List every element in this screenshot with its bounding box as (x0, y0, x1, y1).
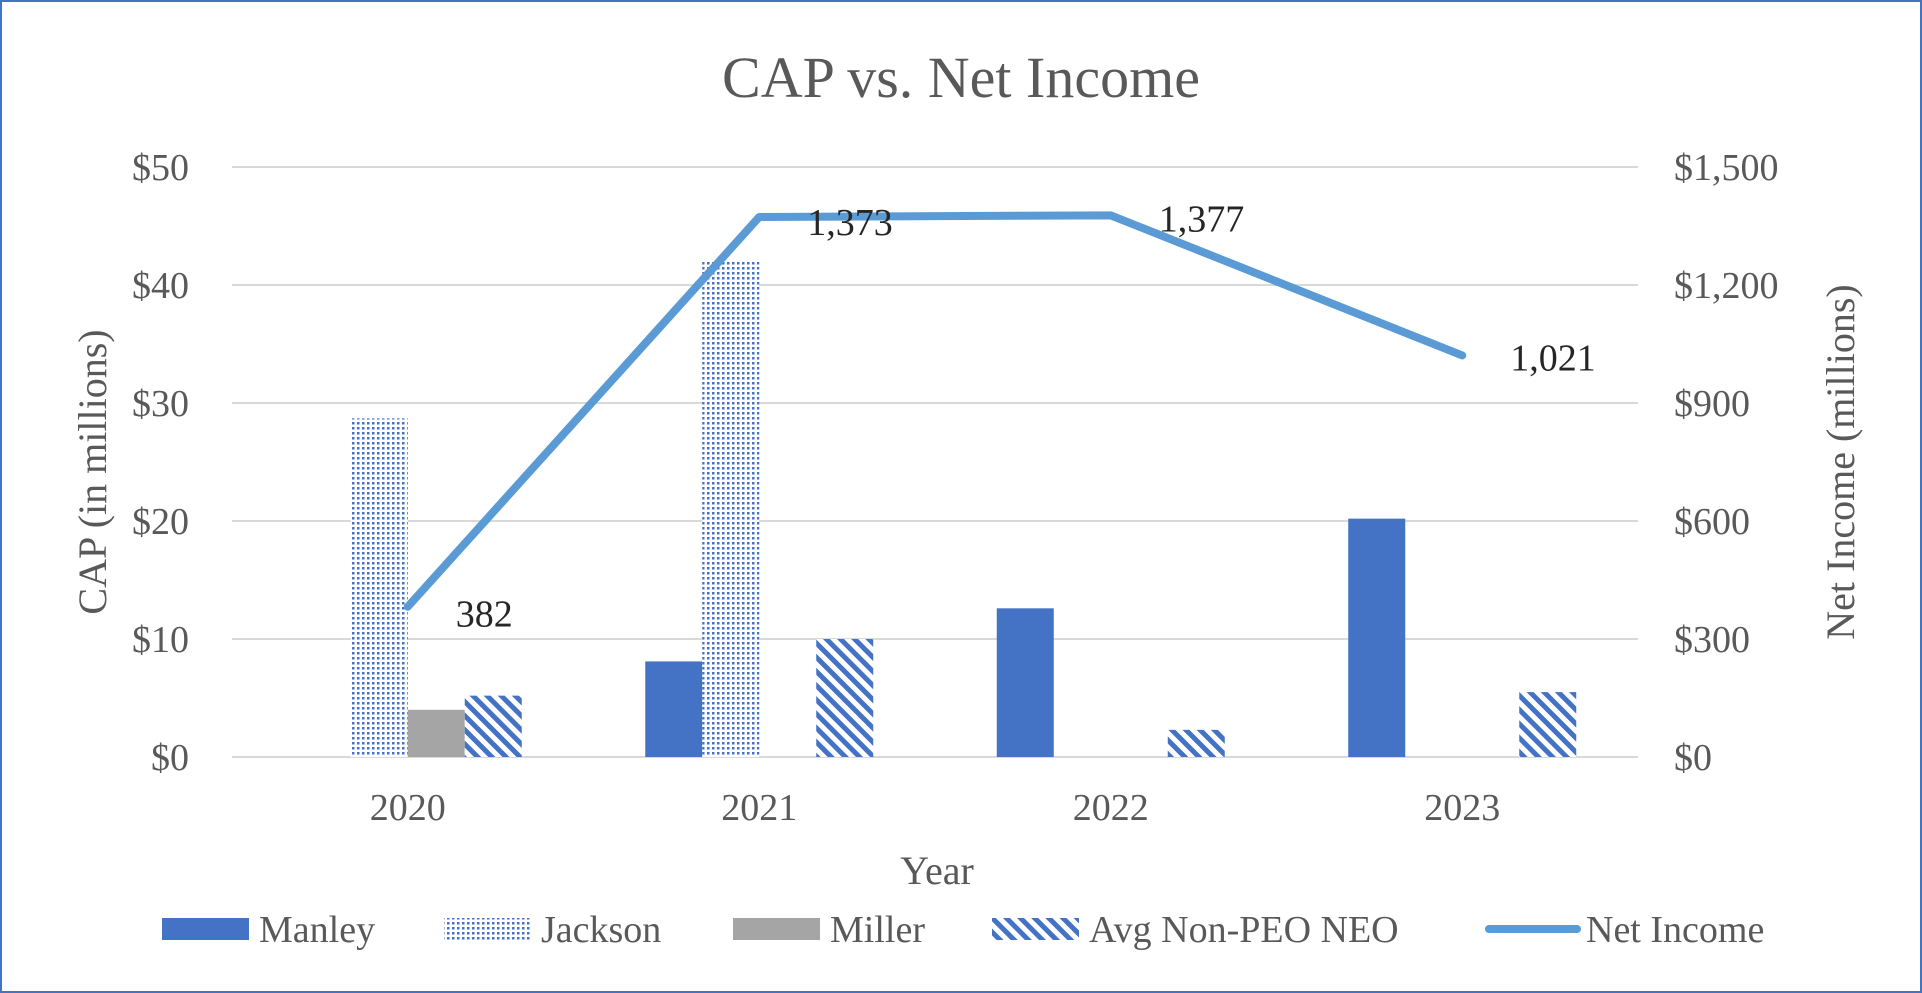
y-tick-label: $20 (132, 501, 189, 543)
net-income-point (758, 215, 761, 218)
y2-tick-label: $0 (1674, 737, 1712, 779)
net-income-data-label: 1,021 (1510, 337, 1596, 379)
x-tick-label: 2022 (1073, 787, 1149, 829)
y-tick-label: $40 (132, 265, 189, 307)
net-income-point (1109, 214, 1112, 217)
bar-jackson-2020 (350, 418, 408, 757)
y2-tick-label: $900 (1674, 383, 1750, 425)
legend-swatch-miller (733, 918, 820, 940)
legend: Manley Jackson Miller Avg Non-PEO NEO Net In… (162, 909, 1764, 951)
y-axis-title: CAP (in millions) (70, 329, 115, 614)
gridlines (232, 166, 1638, 758)
y2-axis-title: Net Income (millions) (1818, 284, 1863, 639)
y2-tick-label: $1,200 (1674, 265, 1779, 307)
legend-label-net-income: Net Income (1586, 909, 1764, 951)
bar-manley-2023 (1348, 518, 1406, 757)
net-income-point (406, 605, 409, 608)
y-tick-label: $10 (132, 619, 189, 661)
x-tick-label: 2021 (721, 787, 797, 829)
y-tick-label: $0 (151, 737, 189, 779)
bars (350, 261, 1577, 757)
legend-swatch-jackson (444, 918, 531, 940)
legend-swatch-manley (162, 918, 249, 940)
legend-label-miller: Miller (830, 909, 925, 951)
net-income-data-label: 1,373 (807, 202, 893, 244)
legend-label-avg-non-peo-neo: Avg Non-PEO NEO (1089, 909, 1399, 951)
legend-swatch-avg-non-peo-neo (992, 918, 1079, 940)
bar-manley-2021 (645, 661, 703, 757)
bar-avg-non-peo-neo-2020 (464, 695, 522, 757)
y2-tick-label: $600 (1674, 501, 1750, 543)
net-income-point (1461, 354, 1464, 357)
x-tick-label: 2023 (1424, 787, 1500, 829)
chart-title: CAP vs. Net Income (722, 45, 1200, 110)
y2-tick-label: $1,500 (1674, 147, 1779, 189)
bar-avg-non-peo-neo-2022 (1167, 729, 1225, 757)
y-tick-label: $30 (132, 383, 189, 425)
bar-avg-non-peo-neo-2023 (1519, 692, 1577, 757)
x-tick-label: 2020 (370, 787, 446, 829)
y2-tick-label: $300 (1674, 619, 1750, 661)
legend-label-jackson: Jackson (541, 909, 661, 951)
bar-manley-2022 (996, 608, 1054, 757)
net-income-data-label: 1,377 (1159, 198, 1245, 240)
bar-miller-2020 (407, 709, 465, 757)
net-income-line-layer (403, 211, 1467, 611)
net-income-line (403, 211, 1467, 611)
labels: CAP vs. Net Income $0 $0 $10 $300 $20 $600 $30 $… (70, 45, 1863, 893)
net-income-data-label: 382 (456, 594, 513, 636)
legend-label-manley: Manley (259, 909, 375, 951)
x-axis-title: Year (900, 848, 974, 893)
bar-avg-non-peo-neo-2021 (816, 639, 874, 757)
bar-jackson-2021 (702, 261, 760, 757)
y-tick-label: $50 (132, 147, 189, 189)
